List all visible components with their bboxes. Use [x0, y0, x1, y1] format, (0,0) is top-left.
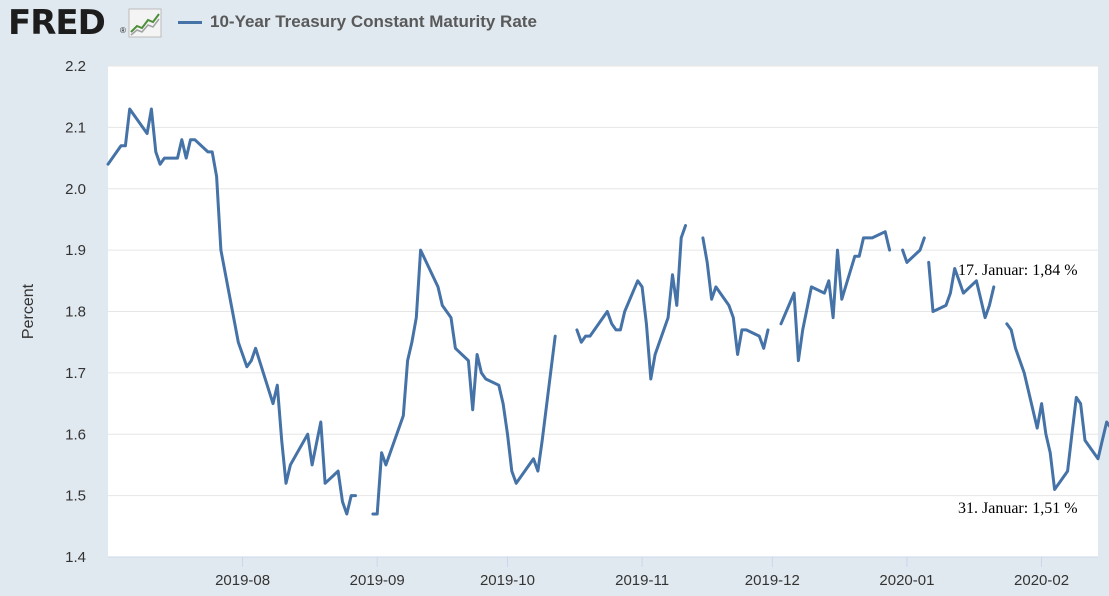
fred-graph-icon: [128, 8, 162, 38]
annotations: 17. Januar: 1,84 % 31. Januar: 1,51 %: [958, 262, 1078, 517]
x-tick-label: 2020-01: [879, 572, 934, 589]
series-line-segment: [1005, 322, 1109, 491]
line-chart: 2019-08 2019-09 2019-10 2019-11 2019-12 2020-…: [20, 58, 1109, 589]
y-tick-label: 1.5: [65, 488, 86, 505]
x-axis: 2019-08 2019-09 2019-10 2019-11 2019-12 2020-…: [108, 556, 1098, 589]
fred-logo[interactable]: FRED: [8, 3, 106, 43]
x-tick-label: 2019-09: [350, 572, 405, 589]
series-line-segment: [927, 260, 996, 320]
y-tick-label: 1.8: [65, 304, 86, 321]
chart-legend: 10-Year Treasury Constant Maturity Rate: [178, 10, 537, 34]
registered-mark: ®: [120, 26, 126, 35]
series-lines: [106, 107, 1109, 516]
x-tick-label: 2020-02: [1014, 572, 1069, 589]
x-tick-label: 2019-10: [480, 572, 535, 589]
x-tick-label: 2019-12: [745, 572, 800, 589]
y-tick-label: 2.2: [65, 58, 86, 75]
x-tick-label: 2019-08: [215, 572, 270, 589]
series-line-segment: [701, 236, 770, 356]
y-tick-label: 2.1: [65, 119, 86, 136]
annotation-label: 31. Januar: 1,51 %: [958, 500, 1078, 517]
annotation-label: 17. Januar: 1,84 %: [958, 262, 1078, 279]
x-tick-label: 2019-11: [615, 572, 669, 589]
y-tick-label: 1.9: [65, 242, 86, 259]
y-tick-label: 1.7: [65, 365, 86, 382]
y-tick-label: 2.0: [65, 181, 86, 198]
series-line-segment: [106, 107, 357, 516]
series-line-segment: [575, 224, 687, 381]
y-tick-label: 1.6: [65, 426, 86, 443]
series-line-segment: [371, 248, 557, 516]
gridlines: [108, 65, 1098, 558]
y-tick-label: 1.4: [65, 549, 86, 566]
chart-header: FRED ® 10-Year Treasury Constant Maturit…: [0, 0, 1109, 44]
y-axis-label: Percent: [20, 283, 37, 339]
legend-label: 10-Year Treasury Constant Maturity Rate: [210, 12, 537, 31]
legend-line-swatch: [178, 20, 202, 24]
series-line-segment: [779, 230, 892, 363]
series-line-segment: [901, 236, 926, 264]
y-axis: 1.4 1.5 1.6 1.7 1.8 1.9 2.0 2.1 2.2: [65, 58, 86, 566]
